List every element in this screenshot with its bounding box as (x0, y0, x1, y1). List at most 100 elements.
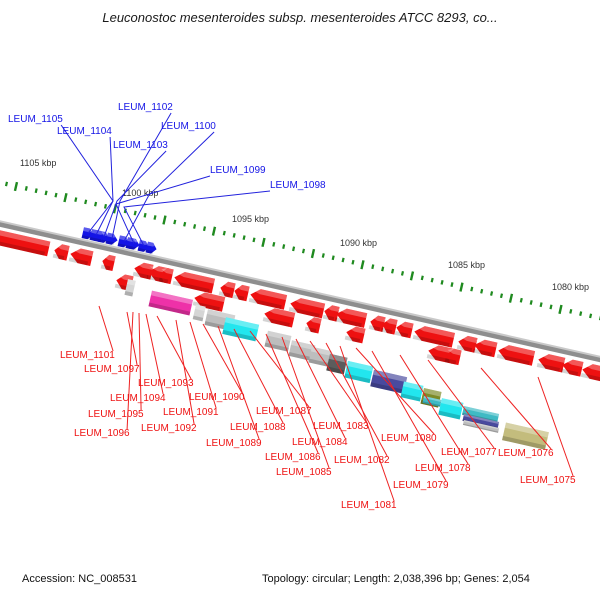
gene-body (264, 308, 296, 328)
scale-tick (539, 302, 543, 308)
feature-highlight (266, 330, 292, 341)
scale-tick (371, 264, 375, 270)
gene-label-forward[interactable]: LEUM_1098 (270, 180, 326, 191)
reverse-gene-arrow[interactable] (100, 254, 116, 272)
feature-box-cyan[interactable] (400, 381, 424, 402)
forward-gene-arrow[interactable] (125, 237, 138, 250)
leader-line-reverse (202, 323, 243, 394)
gene-label-reverse[interactable]: LEUM_1080 (381, 433, 437, 444)
gene-label-forward[interactable]: LEUM_1102 (118, 102, 173, 113)
gene-highlight (459, 335, 478, 344)
reverse-gene-arrow[interactable] (68, 247, 94, 266)
reverse-gene-arrow[interactable] (368, 314, 386, 332)
reverse-gene-arrow[interactable] (380, 317, 398, 335)
reverse-gene-arrow[interactable] (536, 352, 566, 373)
reverse-gene-arrow[interactable] (426, 343, 456, 364)
gene-body (446, 348, 462, 366)
gene-body (538, 354, 566, 373)
gene-label-reverse[interactable]: LEUM_1097 (84, 364, 140, 375)
gene-label-reverse[interactable]: LEUM_1084 (292, 437, 348, 448)
feature-body (148, 290, 193, 316)
reverse-gene-arrow[interactable] (248, 287, 288, 310)
leader-line-reverse (325, 342, 388, 457)
gene-shadow (81, 235, 91, 240)
gene-highlight (235, 284, 250, 292)
gene-shadow (105, 240, 115, 246)
feature-box-cyan[interactable] (222, 317, 260, 342)
gene-label-reverse[interactable]: LEUM_1087 (256, 406, 312, 417)
leader-line-reverse (281, 336, 330, 469)
feature-body (438, 398, 464, 420)
reverse-gene-arrow[interactable] (456, 334, 478, 353)
reverse-gene-arrow[interactable] (444, 347, 462, 366)
gene-label-reverse[interactable]: LEUM_1085 (276, 467, 332, 478)
gene-label-reverse[interactable]: LEUM_1091 (163, 407, 219, 418)
gene-label-forward[interactable]: LEUM_1105 (8, 114, 63, 125)
gene-label-reverse[interactable]: LEUM_1086 (265, 452, 321, 463)
scale-tick (143, 212, 147, 218)
gene-label-forward[interactable]: LEUM_1100 (161, 121, 216, 132)
scale-tick (261, 237, 266, 248)
feature-box-gray[interactable] (192, 304, 206, 322)
gene-shadow (426, 354, 450, 364)
feature-box-navy[interactable] (370, 369, 408, 394)
gene-label-reverse[interactable]: LEUM_1101 (60, 350, 115, 361)
reverse-gene-arrow[interactable] (322, 304, 340, 322)
forward-gene-arrow[interactable] (145, 241, 158, 255)
reverse-gene-arrow[interactable] (560, 358, 584, 377)
reverse-gene-arrow[interactable] (132, 261, 154, 280)
scale-tick (202, 226, 207, 232)
gene-body (102, 254, 116, 272)
gene-body (174, 271, 216, 294)
gene-shadow (412, 335, 450, 347)
reverse-gene-arrow[interactable] (496, 343, 536, 366)
gene-label-reverse[interactable]: LEUM_1082 (334, 455, 390, 466)
reverse-gene-arrow[interactable] (262, 306, 296, 328)
reverse-gene-arrow[interactable] (218, 280, 236, 299)
reverse-gene-arrow[interactable] (580, 362, 600, 383)
gene-label-reverse[interactable]: LEUM_1092 (141, 423, 197, 434)
gene-label-reverse[interactable]: LEUM_1094 (110, 393, 166, 404)
gene-label-reverse[interactable]: LEUM_1093 (138, 378, 194, 389)
feature-box-khaki[interactable] (502, 422, 549, 450)
gene-shadow (304, 326, 317, 333)
gene-label-reverse[interactable]: LEUM_1079 (393, 480, 449, 491)
gene-label-reverse[interactable]: LEUM_1088 (230, 422, 286, 433)
feature-box-gray[interactable] (264, 330, 292, 352)
feature-box-cyan[interactable] (438, 398, 464, 420)
reverse-gene-arrow[interactable] (334, 307, 368, 328)
gene-label-reverse[interactable]: LEUM_1090 (189, 392, 245, 403)
gene-label-reverse[interactable]: LEUM_1077 (441, 447, 497, 458)
reverse-gene-arrow[interactable] (172, 270, 216, 294)
reverse-gene-arrow[interactable] (472, 338, 498, 358)
gene-label-reverse[interactable]: LEUM_1095 (88, 409, 144, 420)
reverse-gene-arrow[interactable] (52, 243, 70, 261)
reverse-gene-arrow[interactable] (394, 320, 414, 339)
reverse-gene-arrow[interactable] (0, 227, 51, 257)
forward-gene-arrow[interactable] (105, 232, 119, 246)
gene-label-reverse[interactable]: LEUM_1096 (74, 428, 130, 439)
scale-tick (569, 309, 573, 314)
reverse-gene-arrow[interactable] (288, 296, 326, 319)
reverse-gene-arrow[interactable] (344, 325, 366, 344)
reverse-gene-arrow[interactable] (158, 267, 174, 285)
feature-box-magenta[interactable] (148, 290, 193, 316)
reverse-gene-arrow[interactable] (304, 316, 322, 334)
gene-label-reverse[interactable]: LEUM_1076 (498, 448, 554, 459)
gene-label-reverse[interactable]: LEUM_1081 (341, 500, 397, 511)
gene-highlight (583, 364, 600, 373)
scale-tick (351, 259, 355, 265)
feature-box-gray[interactable] (462, 420, 500, 433)
gene-label-forward[interactable]: LEUM_1099 (210, 165, 266, 176)
gene-shadow (125, 245, 134, 250)
feature-box-gray[interactable] (124, 279, 136, 297)
gene-label-reverse[interactable]: LEUM_1078 (415, 463, 471, 474)
feature-highlight (206, 309, 236, 321)
gene-label-forward[interactable]: LEUM_1104 (57, 126, 112, 137)
reverse-gene-arrow[interactable] (412, 324, 456, 348)
gene-label-reverse[interactable]: LEUM_1075 (520, 475, 576, 486)
reverse-gene-arrow[interactable] (232, 284, 250, 302)
gene-label-reverse[interactable]: LEUM_1089 (206, 438, 262, 449)
gene-label-forward[interactable]: LEUM_1103 (113, 140, 168, 151)
gene-label-reverse[interactable]: LEUM_1083 (313, 421, 369, 432)
